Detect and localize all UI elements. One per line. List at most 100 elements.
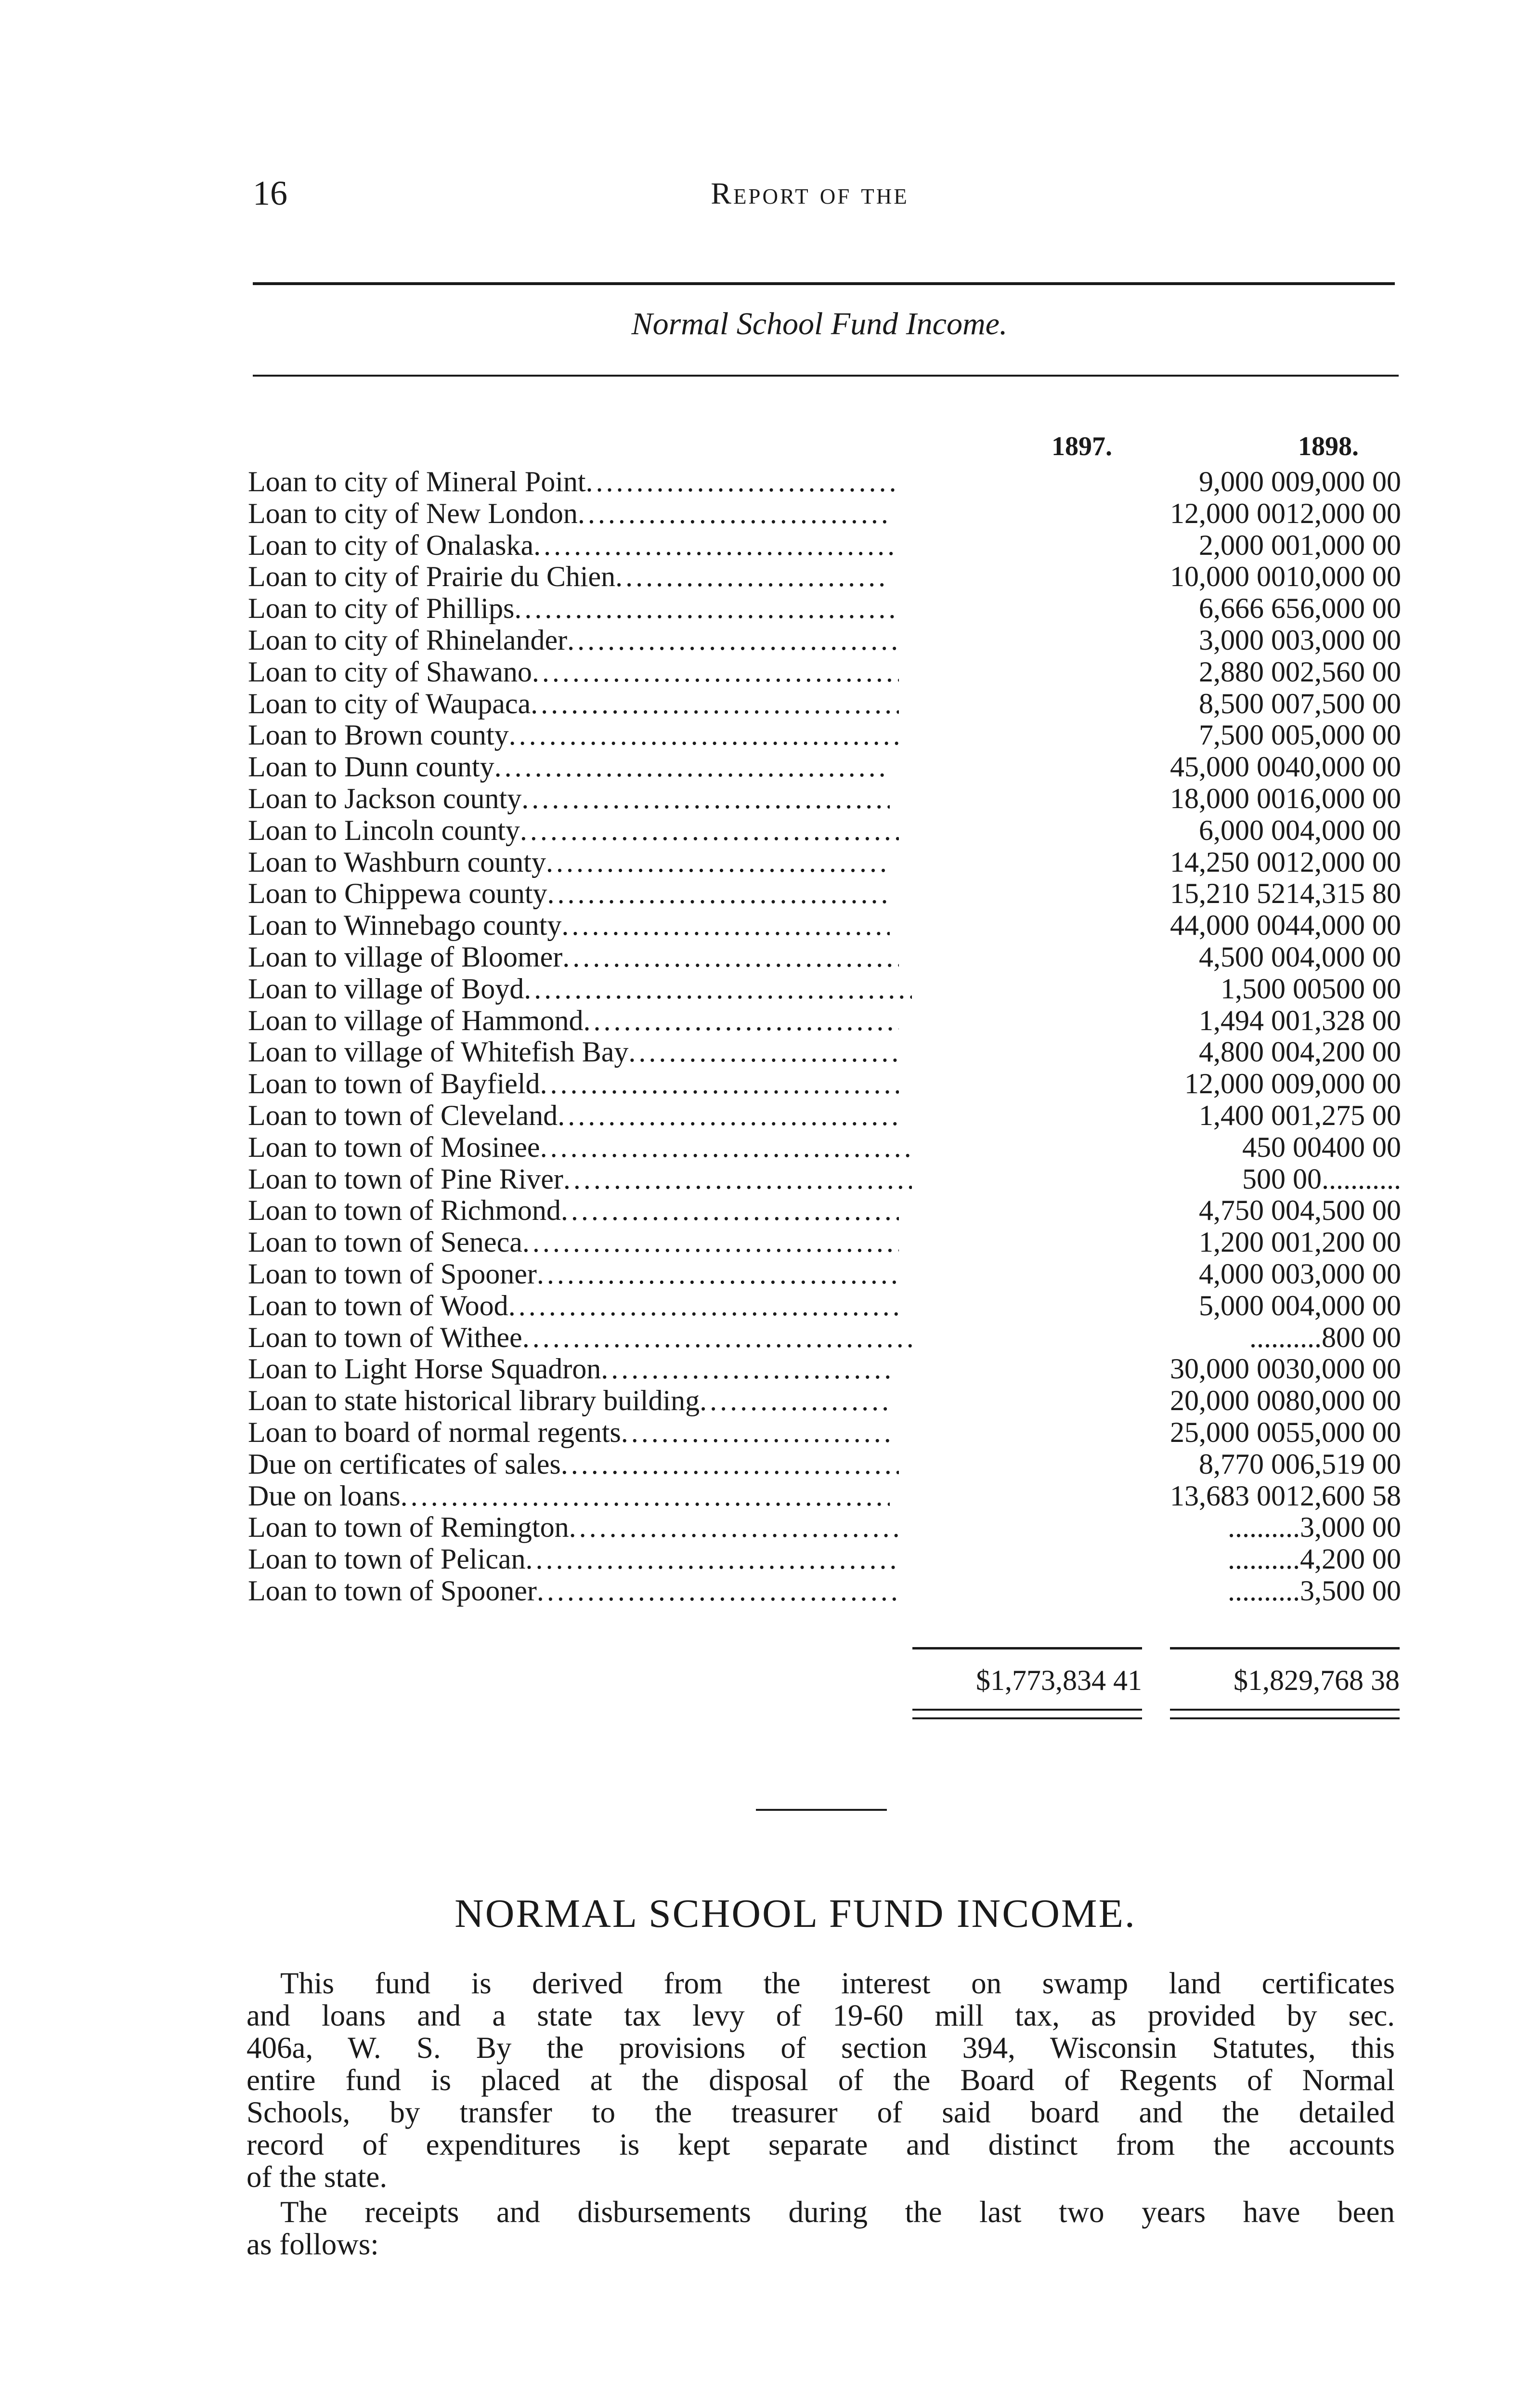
row-label-text: Loan to town of Remington (248, 1512, 569, 1544)
table-row: Loan to Washburn county.................… (248, 846, 1401, 878)
value-1897: 45,000 00 (1170, 751, 1286, 783)
dot-leader: ........................................… (536, 1258, 899, 1290)
row-label: Loan to city of Waupaca.................… (248, 688, 899, 720)
table-row: Loan to city of Waupaca.................… (248, 688, 1401, 720)
table-title: Normal School Fund Income. (631, 306, 1008, 341)
row-label: Loan to town of Richmond................… (248, 1195, 899, 1227)
value-1897: 4,000 00 (1199, 1257, 1300, 1290)
row-label-text: Loan to city of Phillips (248, 593, 515, 625)
dot-leader: ........................................… (546, 846, 890, 878)
value-1898: 12,000 00 (1286, 846, 1401, 878)
row-label: Loan to town of Remington...............… (248, 1512, 899, 1544)
dot-leader: ........................................… (540, 1131, 912, 1163)
row-label-text: Loan to village of Whitefish Bay (248, 1036, 629, 1068)
row-label: Loan to board of normal regents.........… (248, 1417, 890, 1449)
row-label: Loan to city of Rhinelander.............… (248, 625, 899, 656)
row-label: Loan to city of Prairie du Chien........… (248, 561, 890, 593)
row-label-text: Loan to city of Onalaska (248, 529, 534, 561)
value-1897: 4,500 00 (1199, 941, 1300, 973)
row-label-text: Due on loans (248, 1480, 401, 1512)
page: 16 Report of the Normal School Fund Inco… (247, 174, 1401, 2261)
row-label-text: Loan to Jackson county (248, 783, 522, 814)
value-1898: 5,000 00 (1300, 719, 1401, 751)
table-row: Loan to village of Bloomer..............… (248, 941, 1401, 973)
dot-leader: ........................................… (621, 1416, 890, 1448)
value-1898: 4,000 00 (1300, 814, 1401, 846)
dot-leader: ........................................… (563, 1163, 912, 1195)
row-label: Loan to town of Seneca..................… (248, 1227, 899, 1258)
row-label-text: Loan to town of Spooner (248, 1575, 537, 1607)
row-label: Loan to Dunn county.....................… (248, 751, 890, 783)
row-label: Loan to village of Whitefish Bay........… (248, 1036, 899, 1068)
row-label: Loan to town of Withee..................… (248, 1322, 912, 1354)
section-heading: NORMAL SCHOOL FUND INCOME. (455, 1891, 1136, 1936)
paragraph-line: entire fund is placed at the disposal of… (247, 2063, 1395, 2097)
table-row: Loan to town of Remington...............… (248, 1511, 1401, 1544)
row-label-text: Loan to board of normal regents (248, 1416, 621, 1448)
row-label: Loan to town of Mosinee.................… (248, 1132, 912, 1164)
value-1897: 7,500 00 (1199, 719, 1300, 751)
row-label: Loan to Chippewa county.................… (248, 878, 890, 910)
row-label-text: Loan to Chippewa county (248, 878, 547, 910)
row-label: Loan to town of Spooner.................… (248, 1575, 899, 1607)
value-1898: 12,000 00 (1286, 497, 1401, 529)
table-row: Loan to town of Pine River..............… (248, 1163, 1401, 1195)
value-1898: 400 00 (1322, 1131, 1401, 1163)
row-label-text: Loan to town of Cleveland (248, 1099, 558, 1131)
value-1898: 9,000 00 (1300, 1068, 1401, 1100)
dot-leader: ........................................… (562, 941, 898, 973)
table-row: Loan to town of Spooner.................… (248, 1258, 1401, 1290)
section-divider (756, 1809, 887, 1811)
dot-leader: ........................................… (547, 878, 890, 910)
dot-leader: ........................................… (601, 1353, 890, 1385)
table-row: Loan to Lincoln county..................… (248, 814, 1401, 847)
dot-leader: ........................................… (560, 1195, 899, 1227)
row-label-text: Loan to town of Mosinee (248, 1131, 540, 1163)
value-1898: 3,000 00 (1300, 1257, 1401, 1290)
value-1897: 44,000 00 (1170, 909, 1286, 942)
value-1898: 14,315 80 (1286, 877, 1401, 910)
row-label: Loan to city of Mineral Point...........… (248, 466, 899, 498)
table-row: Loan to city of Rhinelander.............… (248, 624, 1401, 656)
dot-leader: ........................................… (540, 1068, 899, 1100)
dot-leader: ........................................… (558, 1099, 898, 1131)
row-label-text: Loan to Winnebago county (248, 910, 562, 942)
value-1897: 450 00 (1242, 1131, 1322, 1163)
row-label: Loan to Light Horse Squadron............… (248, 1353, 890, 1385)
dot-leader: ........................................… (525, 1544, 899, 1575)
value-1897: 500 00 (1242, 1163, 1322, 1195)
row-label: Loan to town of Spooner.................… (248, 1258, 899, 1290)
value-1898: 10,000 00 (1286, 561, 1401, 593)
fund-table: Loan to city of Mineral Point...........… (248, 466, 1401, 1607)
section-body: This fund is derived from the interest o… (247, 1967, 1395, 2261)
double-rule-1897-a (912, 1709, 1142, 1711)
dot-leader: ........................................… (583, 1005, 899, 1036)
value-1897: 12,000 00 (1170, 497, 1286, 529)
top-rule (253, 282, 1395, 285)
table-row: Loan to town of Mosinee.................… (248, 1131, 1401, 1164)
value-1898: 4,200 00 (1300, 1036, 1401, 1068)
dot-leader: ........................................… (700, 1385, 890, 1417)
row-label-text: Loan to village of Bloomer (248, 941, 563, 973)
value-1898: 1,275 00 (1300, 1099, 1401, 1131)
value-1897: 9,000 00 (1199, 466, 1300, 497)
table-row: Loan to town of Pelican.................… (248, 1543, 1401, 1575)
row-label-text: Loan to town of Wood (248, 1290, 508, 1322)
row-label-text: Loan to town of Pelican (248, 1544, 526, 1575)
row-label: Loan to village of Bloomer..............… (248, 942, 899, 973)
value-1898: 4,000 00 (1300, 941, 1401, 973)
row-label-text: Loan to village of Boyd (248, 973, 524, 1005)
value-1897: 5,000 00 (1199, 1289, 1300, 1322)
value-1897: 20,000 00 (1170, 1385, 1286, 1417)
value-1898: 16,000 00 (1286, 782, 1401, 814)
table-row: Due on loans............................… (248, 1480, 1401, 1512)
dot-leader: ........................................… (536, 1575, 899, 1607)
row-label-text: Due on certificates of sales (248, 1448, 561, 1480)
row-label: Loan to Brown county....................… (248, 720, 899, 751)
table-row: Loan to city of Onalaska................… (248, 529, 1401, 562)
row-label: Loan to city of Onalaska................… (248, 530, 899, 562)
table-row: Loan to town of Wood....................… (248, 1290, 1401, 1322)
value-1898: 44,000 00 (1286, 909, 1401, 942)
value-1897: 2,880 00 (1199, 655, 1300, 688)
table-row: Loan to Chippewa county.................… (248, 878, 1401, 910)
